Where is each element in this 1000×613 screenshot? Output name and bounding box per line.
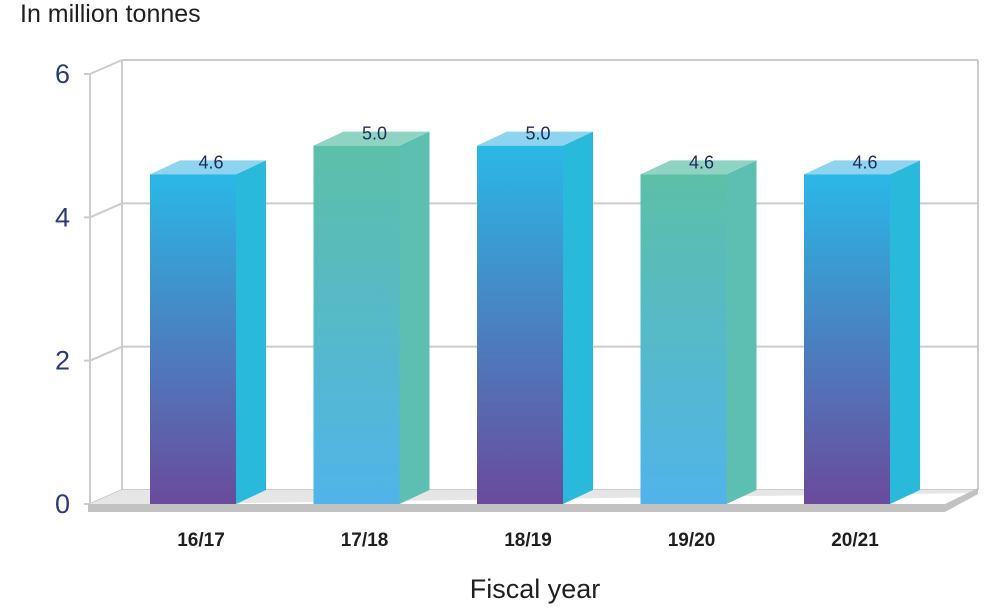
y-axis-title: In million tonnes <box>20 0 201 28</box>
y-tick-label: 6 <box>55 59 70 89</box>
y-tick-label: 0 <box>55 489 70 519</box>
bar: 4.6 <box>150 152 266 505</box>
x-tick-label: 19/20 <box>668 530 716 551</box>
y-tick-label: 2 <box>55 346 70 376</box>
gridline-wall <box>89 59 123 75</box>
x-tick-label: 17/18 <box>341 530 389 551</box>
x-axis-title: Fiscal year <box>469 574 601 604</box>
bar-front <box>640 174 727 505</box>
bar-side <box>726 160 757 505</box>
bar-side <box>236 160 266 505</box>
x-tick-label: 16/17 <box>177 530 225 551</box>
x-axis-categories: 16/17 17/18 18/19 19/20 20/21 <box>177 530 879 551</box>
data-label: 5.0 <box>362 124 387 144</box>
floor-edge <box>88 488 978 512</box>
bar: 4.6 <box>804 152 920 505</box>
x-tick-label: 18/19 <box>504 530 552 551</box>
bar-front <box>313 145 400 504</box>
bar: 4.6 <box>640 152 757 505</box>
gridline-wall <box>89 345 123 362</box>
bar-front <box>477 145 563 504</box>
data-label: 4.6 <box>198 152 223 172</box>
bar: 5.0 <box>477 124 593 504</box>
bar: 5.0 <box>313 124 430 504</box>
bar-top <box>150 160 266 175</box>
data-label: 4.6 <box>852 152 877 172</box>
bar-top <box>313 131 430 146</box>
bar-side <box>890 160 920 505</box>
data-label: 5.0 <box>525 124 550 144</box>
data-label: 4.6 <box>689 152 714 172</box>
bar-front <box>804 174 890 505</box>
bar-top <box>804 160 920 175</box>
gridline-wall <box>89 202 123 219</box>
bars: 4.6 5.0 5.0 4.6 4.6 <box>150 124 920 505</box>
x-tick-label: 20/21 <box>831 530 879 551</box>
bar-front <box>150 174 236 505</box>
y-tick-label: 4 <box>55 202 70 232</box>
bar-side <box>563 131 593 504</box>
bar-top <box>640 160 757 175</box>
bar-side <box>399 131 430 504</box>
y-axis-ticks: 0 2 4 6 <box>55 59 70 519</box>
bar-top <box>477 131 593 146</box>
